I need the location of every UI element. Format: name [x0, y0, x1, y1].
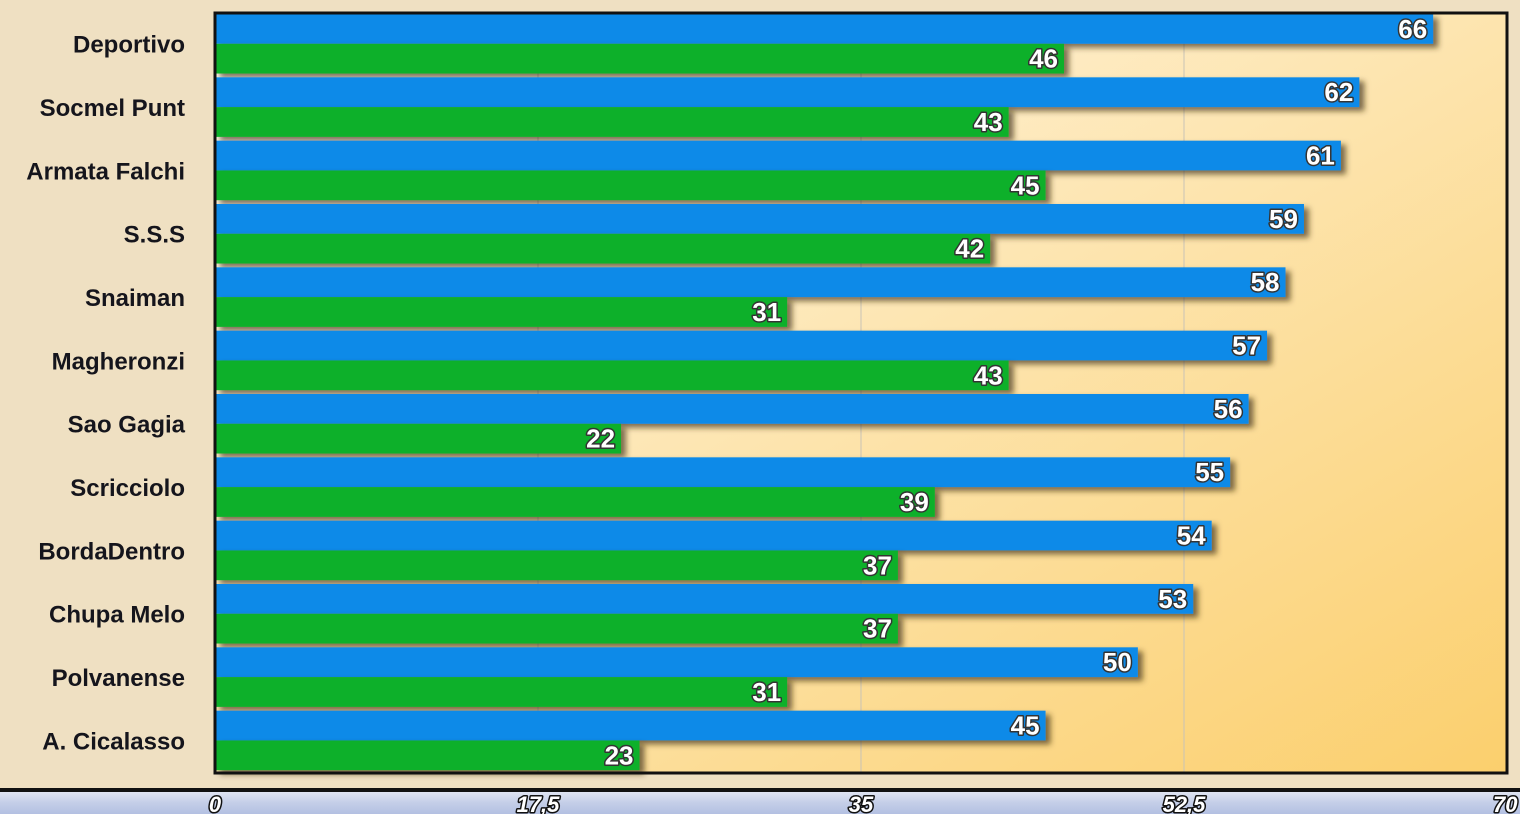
bar — [215, 330, 1268, 361]
data-label: 57 — [1232, 331, 1261, 361]
data-label: 37 — [863, 550, 892, 580]
data-label: 37 — [863, 614, 892, 644]
data-label: 43 — [974, 360, 1003, 390]
x-tick-label: 35 — [849, 792, 874, 814]
data-label: 61 — [1306, 141, 1335, 171]
x-tick-label: 70 — [1493, 792, 1518, 814]
bar — [215, 423, 622, 454]
bar — [215, 647, 1138, 678]
data-label: 53 — [1158, 584, 1187, 614]
plot-border — [213, 11, 1509, 775]
category-label: Socmel Punt — [40, 95, 185, 122]
category-labels: Deportivo Socmel Punt Armata Falchi S.S.S Sn… — [26, 32, 185, 756]
data-label: 55 — [1195, 457, 1224, 487]
category-label: S.S.S — [124, 222, 185, 249]
category-label: Deportivo — [73, 32, 185, 59]
bar — [215, 107, 1009, 137]
category-label: Magheronzi — [52, 348, 185, 375]
category-label: Chupa Melo — [49, 602, 185, 629]
data-label: 58 — [1251, 267, 1280, 297]
data-label: 31 — [752, 297, 781, 327]
bar — [215, 394, 1249, 424]
bar — [215, 170, 1046, 201]
bar — [215, 360, 1009, 391]
data-label: 22 — [586, 424, 615, 454]
data-labels: 66 46 62 43 61 45 59 42 58 31 57 43 56 22 55 39 54 37 53 37… — [585, 12, 1429, 771]
data-label: 54 — [1177, 521, 1206, 551]
bar — [215, 677, 788, 707]
data-label: 43 — [974, 107, 1003, 137]
bar — [215, 267, 1286, 298]
data-label: 66 — [1398, 14, 1427, 44]
x-tick-label: 0 — [209, 792, 222, 814]
category-label: Armata Falchi — [26, 158, 185, 185]
gridlines — [537, 13, 1185, 773]
bar — [215, 14, 1434, 44]
data-label: 62 — [1324, 77, 1353, 107]
category-label: Polvanense — [52, 665, 185, 692]
bar — [215, 43, 1065, 74]
data-label: 45 — [1011, 170, 1040, 200]
data-label: 42 — [955, 234, 984, 264]
bottom-band — [0, 788, 1520, 814]
bar — [215, 520, 1212, 551]
x-tick-label: 17,5 — [517, 792, 561, 814]
category-label: BordaDentro — [38, 538, 185, 565]
bar — [215, 613, 898, 644]
data-label: 46 — [1029, 44, 1058, 74]
bars — [215, 14, 1434, 771]
bar — [215, 740, 640, 771]
data-label: 56 — [1214, 394, 1243, 424]
bar — [215, 710, 1046, 741]
bar — [215, 204, 1304, 234]
bar — [215, 550, 898, 581]
bar — [215, 297, 788, 327]
data-label: 50 — [1103, 647, 1132, 677]
bar — [215, 457, 1231, 488]
data-label: 39 — [900, 487, 929, 517]
bar — [215, 77, 1360, 108]
x-tick-labels: 0 17,5 35 52,5 70 — [207, 791, 1519, 814]
data-label: 59 — [1269, 204, 1298, 234]
category-label: Sao Gagia — [68, 412, 186, 439]
bar — [215, 140, 1341, 171]
x-tick-label: 52,5 — [1163, 792, 1207, 814]
data-label: 45 — [1011, 711, 1040, 741]
bar — [215, 584, 1194, 614]
data-label: 23 — [605, 740, 634, 770]
bar — [215, 487, 935, 517]
category-label: Snaiman — [85, 285, 185, 312]
data-label: 31 — [752, 677, 781, 707]
category-label: A. Cicalasso — [42, 728, 185, 755]
bar — [215, 233, 991, 264]
category-label: Scricciolo — [70, 475, 185, 502]
